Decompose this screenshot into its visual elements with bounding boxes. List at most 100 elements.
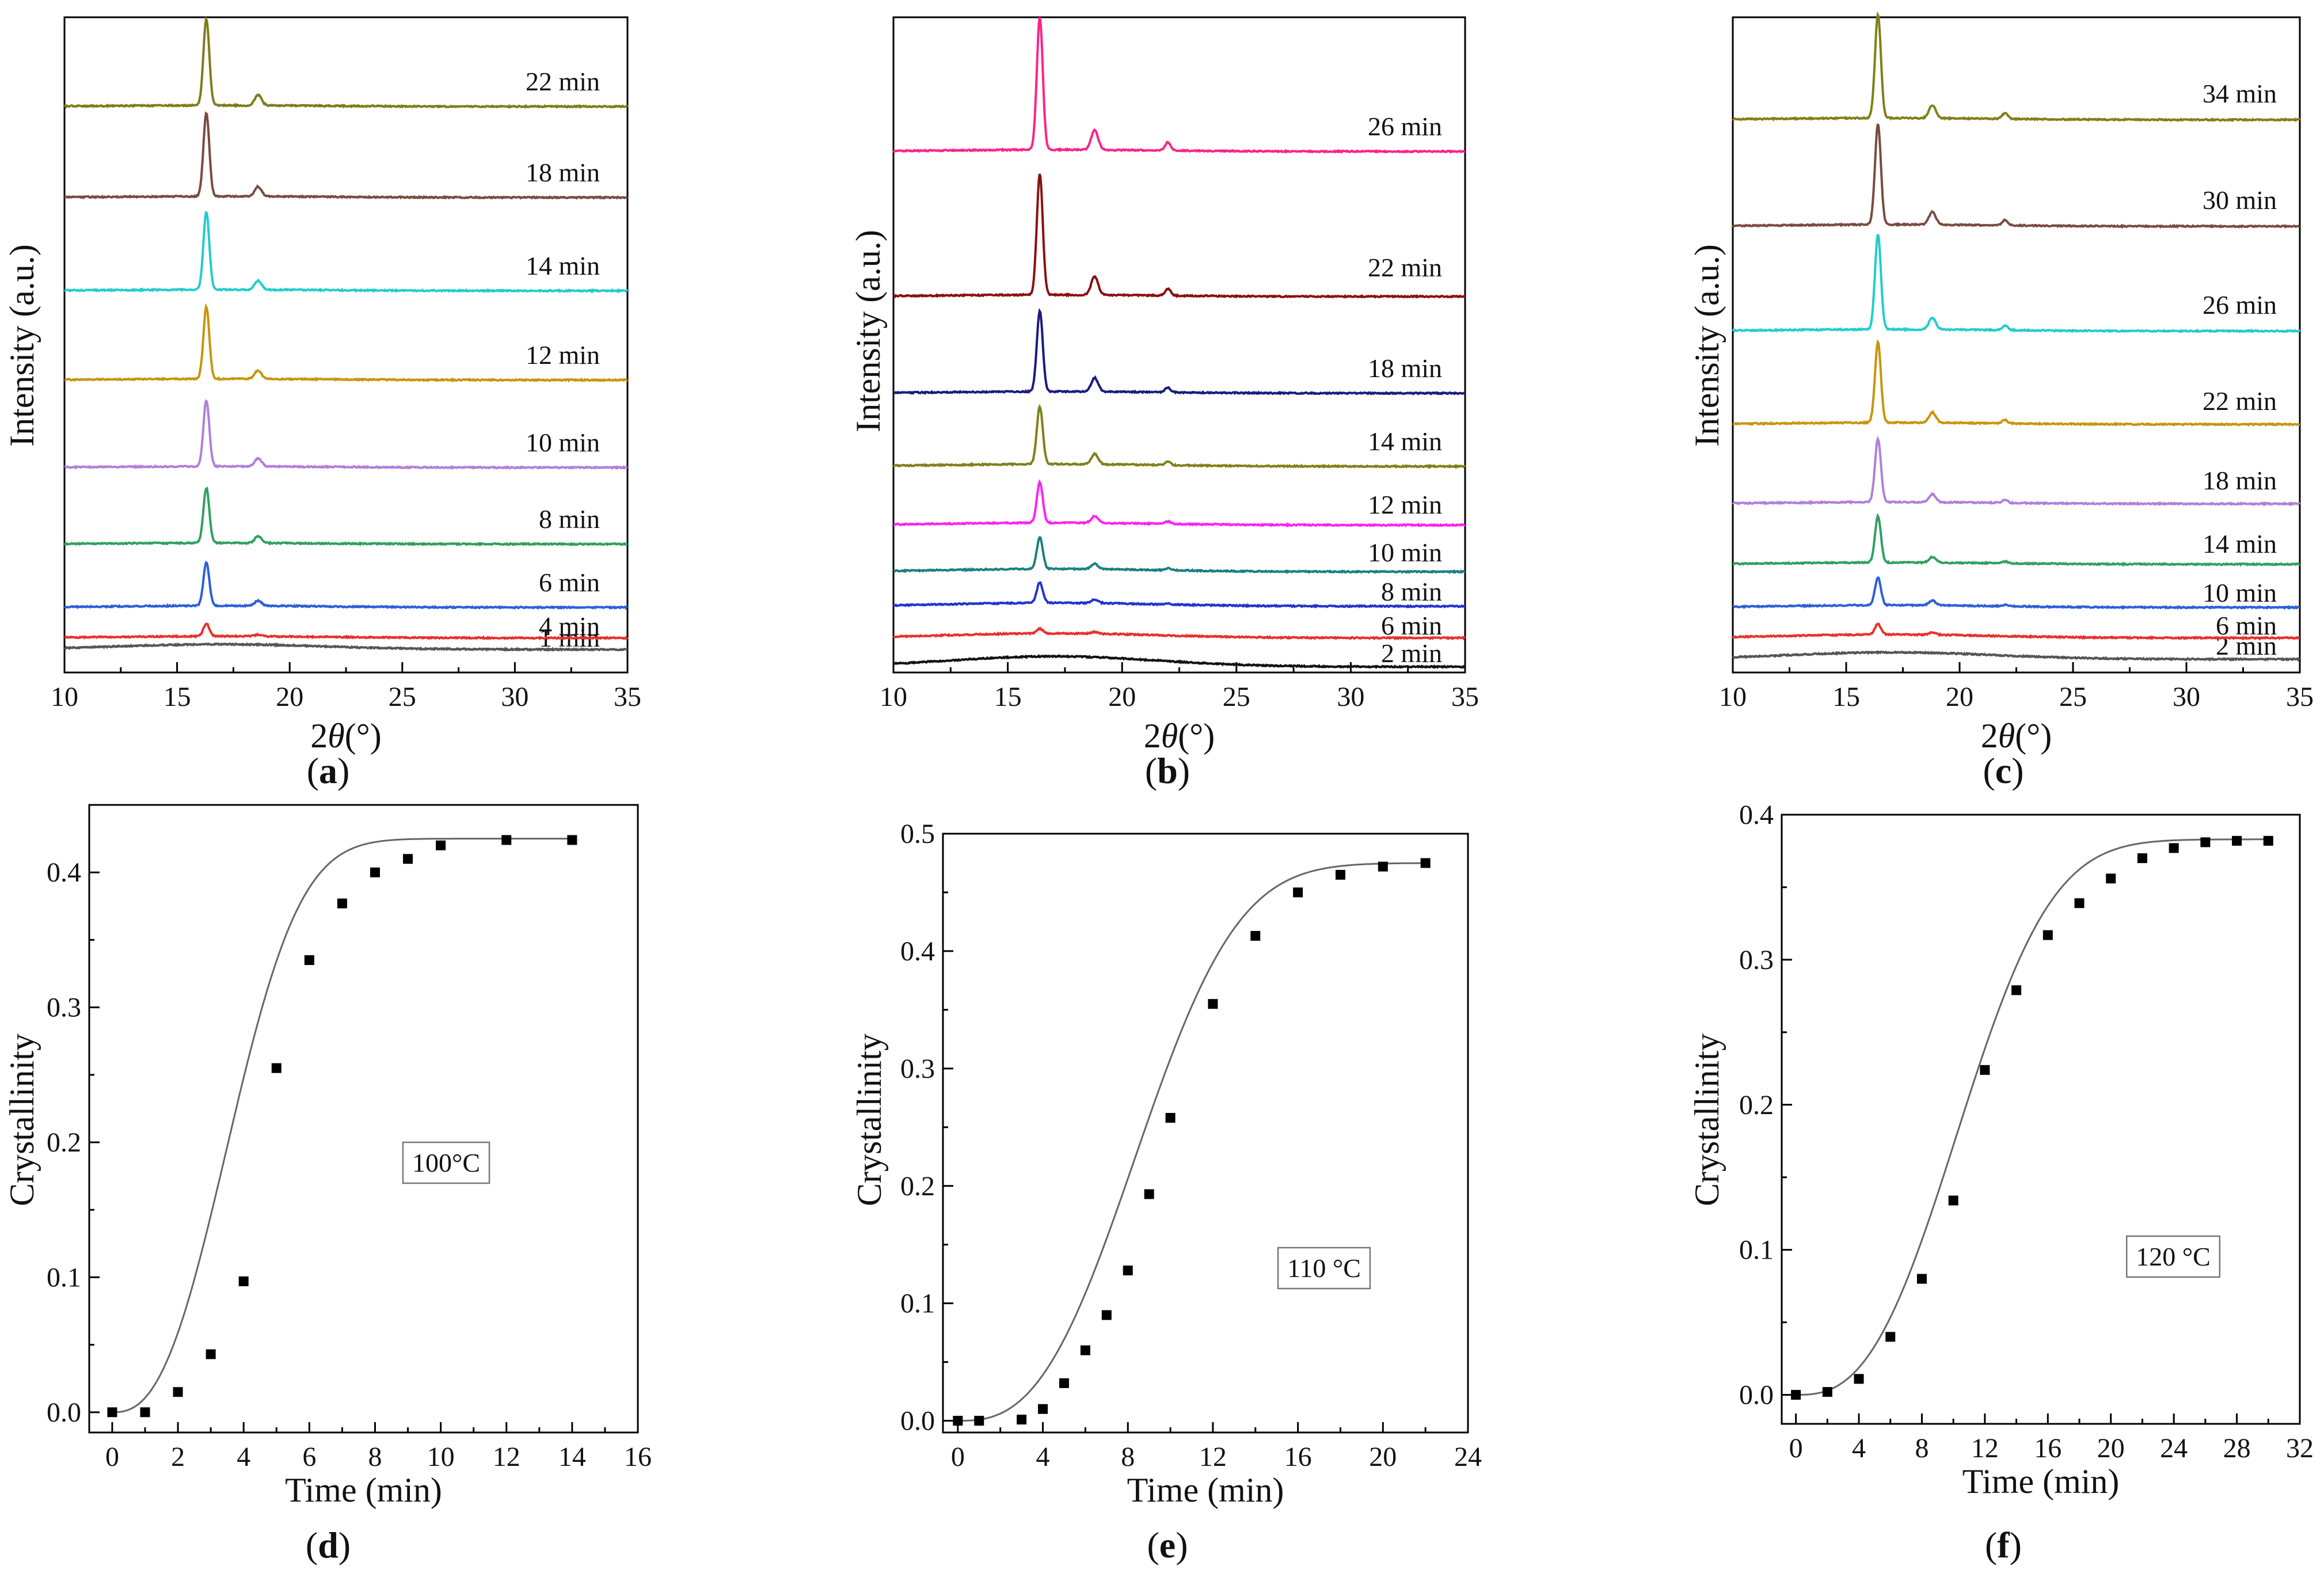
y-axis-title: Crystallinity	[850, 1033, 888, 1206]
x-tick-label: 10	[1719, 682, 1747, 712]
data-point	[1101, 1310, 1112, 1320]
data-point	[2200, 837, 2211, 848]
panel-b: 10 15 20 25 30 35 2θ(°) Intensity (a.u.) 2 min6 …	[849, 16, 1479, 791]
data-point	[238, 1276, 249, 1286]
trace-label: 34 min	[2203, 79, 2277, 108]
panel-c: 10 15 20 25 30 35 2θ(°) Intensity (a.u.) 2 min6 …	[1688, 11, 2314, 791]
data-point	[1017, 1415, 1027, 1425]
y-tick-label: 0.3	[47, 993, 81, 1023]
data-point	[2074, 898, 2085, 909]
trace-label: 26 min	[2203, 290, 2277, 320]
trace-6-min	[1732, 622, 2300, 640]
trace-label: 10 min	[526, 428, 600, 457]
x-tick-label: 28	[2223, 1433, 2251, 1464]
trace-10-min	[893, 536, 1465, 575]
trace-label: 14 min	[2203, 529, 2277, 558]
plot-frame	[942, 833, 1469, 1434]
x-tick-label: 4	[237, 1442, 250, 1472]
x-tick-label: 35	[2286, 682, 2314, 712]
x-tick-label: 10	[427, 1442, 455, 1472]
panel-label: (f)	[1985, 1525, 2022, 1565]
trace-18-min	[1732, 435, 2301, 507]
x-tick-label: 16	[624, 1442, 652, 1472]
plot-frame	[1732, 16, 2301, 674]
trace-label: 6 min	[2216, 611, 2277, 640]
data-point	[2137, 853, 2147, 864]
plot-frame	[88, 804, 639, 1434]
data-point	[1916, 1274, 1927, 1284]
x-tick-label: 25	[389, 682, 416, 712]
x-tick-label: 20	[1946, 682, 1973, 712]
x-tick-label: 15	[994, 682, 1022, 712]
x-tick-label: 4	[1036, 1442, 1050, 1472]
trace-8-min	[63, 487, 628, 547]
x-axis-title: 2θ(°)	[1144, 717, 1215, 755]
data-point	[1885, 1332, 1896, 1342]
trace-label: 4 min	[539, 611, 600, 641]
data-point	[1335, 869, 1345, 880]
panel-label: (c)	[1983, 750, 2023, 791]
x-tick-label: 30	[2173, 682, 2200, 712]
x-tick-label: 14	[558, 1442, 586, 1472]
y-tick-label: 0.2	[900, 1171, 935, 1202]
y-tick-label: 0.1	[47, 1262, 81, 1293]
trace-14-min	[892, 404, 1466, 469]
data-point	[2011, 985, 2022, 995]
x-tick-label: 20	[276, 682, 303, 712]
y-axis-title: Intensity (a.u.)	[3, 244, 41, 447]
trace-8-min	[892, 581, 1466, 609]
plot-frame	[1781, 814, 2301, 1425]
x-axis-title: Time (min)	[1962, 1462, 2120, 1500]
x-tick-label: 32	[2286, 1433, 2314, 1464]
x-tick-label: 8	[368, 1442, 382, 1472]
x-tick-label: 16	[2034, 1433, 2061, 1464]
x-tick-label: 30	[1337, 682, 1364, 712]
data-point	[2232, 835, 2242, 846]
data-point	[436, 840, 446, 850]
trace-10-min	[64, 399, 627, 470]
data-point	[1080, 1345, 1090, 1355]
x-tick-label: 12	[493, 1442, 520, 1472]
trace-26-min	[892, 17, 1466, 154]
x-tick-label: 20	[2097, 1433, 2125, 1464]
x-tick-label: 4	[1852, 1433, 1866, 1464]
x-axis-title: 2θ(°)	[310, 717, 381, 755]
y-tick-label: 0.1	[900, 1289, 935, 1319]
x-tick-label: 0	[1789, 1433, 1803, 1464]
annotation-box	[2125, 1235, 2221, 1278]
y-tick-label: 0.3	[900, 1054, 935, 1084]
data-point	[370, 867, 380, 877]
trace-label: 8 min	[1381, 577, 1442, 606]
y-tick-label: 0.0	[47, 1397, 81, 1428]
fit-curve	[957, 862, 1426, 1422]
x-tick-label: 15	[1832, 682, 1860, 712]
trace-label: 8 min	[539, 504, 600, 534]
x-tick-label: 20	[1108, 682, 1136, 712]
trace-22-min	[63, 16, 629, 109]
x-tick-label: 12	[1199, 1442, 1227, 1472]
data-point	[173, 1387, 183, 1397]
trace-label: 2 min	[2216, 631, 2277, 660]
panel-label: (a)	[307, 750, 350, 791]
trace-12-min	[64, 303, 629, 383]
panel-label: (d)	[306, 1525, 351, 1565]
y-tick-label: 0.0	[1739, 1380, 1774, 1411]
data-point	[1980, 1065, 1990, 1075]
y-tick-label: 0.2	[47, 1127, 81, 1158]
x-tick-label: 15	[163, 682, 191, 712]
y-tick-label: 0.2	[1739, 1090, 1774, 1120]
x-tick-label: 0	[951, 1442, 965, 1472]
x-axis-title: 2θ(°)	[1981, 717, 2052, 755]
trace-label: 14 min	[1368, 427, 1442, 456]
x-tick-label: 12	[1971, 1433, 1999, 1464]
y-tick-label: 0.4	[47, 857, 81, 888]
y-axis-title: Crystallinity	[1688, 1033, 1726, 1206]
data-point	[1822, 1387, 1832, 1397]
trace-label: 12 min	[526, 340, 600, 370]
trace-label: 22 min	[526, 67, 600, 96]
trace-1-min	[63, 642, 628, 652]
x-tick-label: 24	[1454, 1442, 1482, 1472]
data-point	[1378, 861, 1388, 872]
